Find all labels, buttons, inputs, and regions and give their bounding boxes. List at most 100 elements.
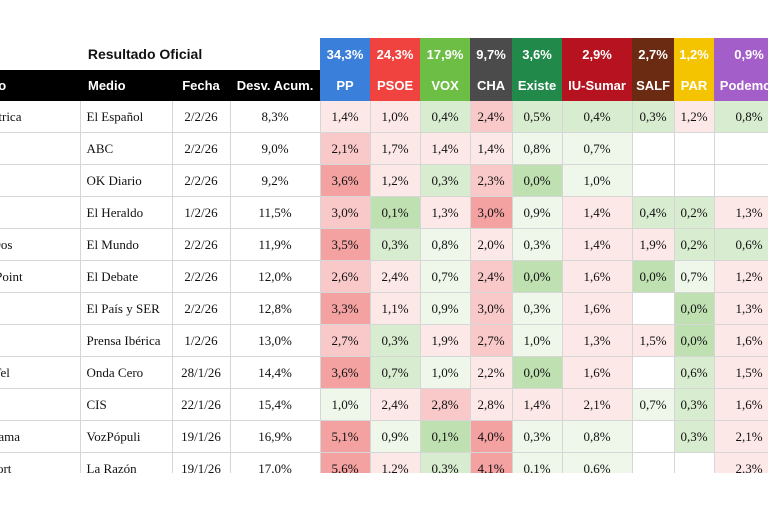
pollster-cell: a 10 bbox=[0, 164, 81, 197]
deviation-podemos-cell: 0,8% bbox=[714, 101, 768, 133]
deviation-podemos-cell bbox=[714, 132, 768, 165]
result-par-value: 1,2% bbox=[674, 38, 715, 70]
deviation-cell: 12,0% bbox=[230, 260, 321, 293]
deviation-existe-cell: 0,3% bbox=[512, 292, 563, 325]
deviation-pp-cell: 3,6% bbox=[320, 356, 371, 389]
deviation-cell: 9,2% bbox=[230, 164, 321, 197]
deviation-psoe-cell: 1,1% bbox=[370, 292, 421, 325]
header-party-cha: CHA bbox=[470, 70, 513, 101]
deviation-psoe-cell: 0,3% bbox=[370, 324, 421, 357]
deviation-salf-cell bbox=[632, 420, 675, 453]
deviation-cha-cell: 3,0% bbox=[470, 292, 513, 325]
deviation-existe-cell: 0,1% bbox=[512, 452, 563, 473]
deviation-vox-cell: 0,3% bbox=[420, 452, 471, 473]
deviation-podemos-cell bbox=[714, 164, 768, 197]
deviation-pp-cell: 3,3% bbox=[320, 292, 371, 325]
table-row: ReportLa Razón19/1/2617,0%5,6%1,2%0,3%4,… bbox=[0, 452, 768, 473]
deviation-vox-cell: 0,9% bbox=[420, 292, 471, 325]
header-medio: Medio bbox=[80, 70, 172, 101]
deviation-podemos-cell: 1,3% bbox=[714, 196, 768, 229]
date-cell: 22/1/26 bbox=[172, 388, 231, 421]
deviation-cha-cell: 1,4% bbox=[470, 132, 513, 165]
date-cell: 2/2/26 bbox=[172, 292, 231, 325]
deviation-par-cell: 0,0% bbox=[674, 324, 715, 357]
table-row: na DosEl Mundo2/2/2611,9%3,5%0,3%0,8%2,0… bbox=[0, 228, 768, 261]
pollster-cell: Report bbox=[0, 452, 81, 473]
deviation-iu-sumar-cell: 2,1% bbox=[562, 388, 633, 421]
pollster-cell: OP bbox=[0, 324, 81, 357]
media-cell: El País y SER bbox=[80, 292, 173, 325]
deviation-par-cell: 0,6% bbox=[674, 356, 715, 389]
deviation-vox-cell: 0,3% bbox=[420, 164, 471, 197]
deviation-salf-cell: 0,7% bbox=[632, 388, 675, 421]
deviation-vox-cell: 1,4% bbox=[420, 132, 471, 165]
deviation-iu-sumar-cell: 1,4% bbox=[562, 196, 633, 229]
date-cell: 28/1/26 bbox=[172, 356, 231, 389]
deviation-pp-cell: 1,4% bbox=[320, 101, 371, 133]
deviation-podemos-cell: 2,1% bbox=[714, 420, 768, 453]
pollster-cell: get Point bbox=[0, 260, 81, 293]
deviation-cha-cell: 2,0% bbox=[470, 228, 513, 261]
result-podemos-value: 0,9% bbox=[714, 38, 768, 70]
deviation-cell: 14,4% bbox=[230, 356, 321, 389]
deviation-vox-cell: 0,8% bbox=[420, 228, 471, 261]
table-row: nalgamaVozPópuli19/1/2616,9%5,1%0,9%0,1%… bbox=[0, 420, 768, 453]
deviation-vox-cell: 0,4% bbox=[420, 101, 471, 133]
deviation-cha-cell: 2,2% bbox=[470, 356, 513, 389]
deviation-vox-cell: 0,1% bbox=[420, 420, 471, 453]
header-party-salf: SALF bbox=[632, 70, 675, 101]
date-cell: 2/2/26 bbox=[172, 101, 231, 133]
deviation-pp-cell: 5,1% bbox=[320, 420, 371, 453]
deviation-cell: 9,0% bbox=[230, 132, 321, 165]
deviation-vox-cell: 1,3% bbox=[420, 196, 471, 229]
result-salf-value: 2,7% bbox=[632, 38, 675, 70]
deviation-cha-cell: 2,4% bbox=[470, 260, 513, 293]
media-cell: Onda Cero bbox=[80, 356, 173, 389]
result-psoe-value: 24,3% bbox=[370, 38, 421, 70]
deviation-vox-cell: 1,9% bbox=[420, 324, 471, 357]
header-party-pp: PP bbox=[320, 70, 371, 101]
deviation-salf-cell: 1,9% bbox=[632, 228, 675, 261]
deviation-iu-sumar-cell: 1,6% bbox=[562, 292, 633, 325]
date-cell: 2/2/26 bbox=[172, 260, 231, 293]
deviation-pp-cell: 1,0% bbox=[320, 388, 371, 421]
deviation-psoe-cell: 0,3% bbox=[370, 228, 421, 261]
pollster-cell bbox=[0, 388, 81, 421]
deviation-psoe-cell: 1,7% bbox=[370, 132, 421, 165]
media-cell: La Razón bbox=[80, 452, 173, 473]
deviation-iu-sumar-cell: 1,6% bbox=[562, 356, 633, 389]
date-cell: 2/2/26 bbox=[172, 228, 231, 261]
deviation-podemos-cell: 0,6% bbox=[714, 228, 768, 261]
deviation-iu-sumar-cell: 0,7% bbox=[562, 132, 633, 165]
deviation-podemos-cell: 1,3% bbox=[714, 292, 768, 325]
result-existe-value: 3,6% bbox=[512, 38, 563, 70]
table-row: MEl Heraldo1/2/2611,5%3,0%0,1%1,3%3,0%0,… bbox=[0, 196, 768, 229]
deviation-iu-sumar-cell: 0,8% bbox=[562, 420, 633, 453]
deviation-par-cell: 0,3% bbox=[674, 388, 715, 421]
deviation-podemos-cell: 2,3% bbox=[714, 452, 768, 473]
deviation-iu-sumar-cell: 1,3% bbox=[562, 324, 633, 357]
deviation-salf-cell: 0,4% bbox=[632, 196, 675, 229]
header-desv: Desv. Acum. bbox=[230, 70, 321, 101]
header-party-podemos: Podemos bbox=[714, 70, 768, 101]
deviation-pp-cell: 3,0% bbox=[320, 196, 371, 229]
pollster-cell: 03 bbox=[0, 132, 81, 165]
header-party-vox: VOX bbox=[420, 70, 471, 101]
deviation-par-cell bbox=[674, 164, 715, 197]
media-cell: ABC bbox=[80, 132, 173, 165]
deviation-existe-cell: 0,5% bbox=[512, 101, 563, 133]
deviation-cha-cell: 2,4% bbox=[470, 101, 513, 133]
deviation-vox-cell: 1,0% bbox=[420, 356, 471, 389]
table-row: ométricaEl Español2/2/268,3%1,4%1,0%0,4%… bbox=[0, 101, 768, 133]
result-pp-value: 34,3% bbox=[320, 38, 371, 70]
deviation-iu-sumar-cell: 1,0% bbox=[562, 164, 633, 197]
deviation-salf-cell: 1,5% bbox=[632, 324, 675, 357]
table-title: Resultado Oficial bbox=[0, 38, 321, 70]
media-cell: VozPópuli bbox=[80, 420, 173, 453]
deviation-psoe-cell: 2,4% bbox=[370, 260, 421, 293]
poll-deviation-table: Resultado Oficial 34,3% 24,3% 17,9% 9,7% 3,6… bbox=[0, 38, 768, 473]
header-party-psoe: PSOE bbox=[370, 70, 421, 101]
table-row: 03ABC2/2/269,0%2,1%1,7%1,4%1,4%0,8%0,7% bbox=[0, 132, 768, 165]
table-row: CIS 22/1/26 15,4% 1,0% 2,4% 2,8% 2,8% 1,4% 2,1% 0… bbox=[0, 388, 768, 421]
deviation-cell: 17,0% bbox=[230, 452, 321, 473]
